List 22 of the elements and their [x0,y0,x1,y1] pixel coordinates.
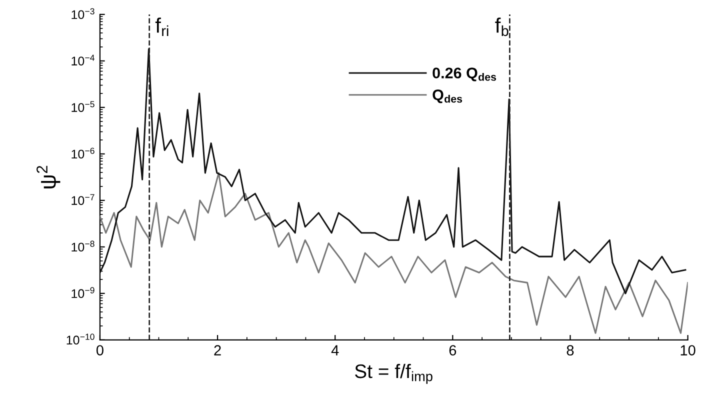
y-tick-label: 10$^{−5}$ [72,101,94,112]
y-tick-label: 10$^{−10}$ [66,334,94,345]
y-axis-title: ψ$^{2}$ [36,166,60,188]
ref-line-label: f$_{ri}$ [155,18,168,36]
x-tick-label: 0 [96,345,104,356]
x-tick-label: 6 [449,345,456,356]
ref-line-label: f$_{b}$ [495,18,508,36]
x-axis-title: St = f/f$_{imp}$ [355,364,432,384]
legend-label: 0.26 Q$_{des}$ [432,68,496,82]
line-series [100,48,686,294]
y-tick-label: 10$^{−6}$ [72,148,94,159]
y-tick-label: 10$^{−9}$ [72,287,94,298]
x-tick-label: 4 [331,345,339,356]
x-tick-label: 10 [680,345,696,356]
line-series [100,172,688,334]
legend-label: Q$_{des}$ [432,89,462,104]
y-tick-label: 10$^{−7}$ [72,194,94,205]
y-tick-label: 10$^{−3}$ [72,8,94,20]
y-tick-label: 10$^{−4}$ [72,54,94,66]
x-tick-label: 2 [214,345,221,356]
x-tick-label: 8 [566,345,574,356]
y-tick-label: 10$^{−8}$ [72,240,94,252]
